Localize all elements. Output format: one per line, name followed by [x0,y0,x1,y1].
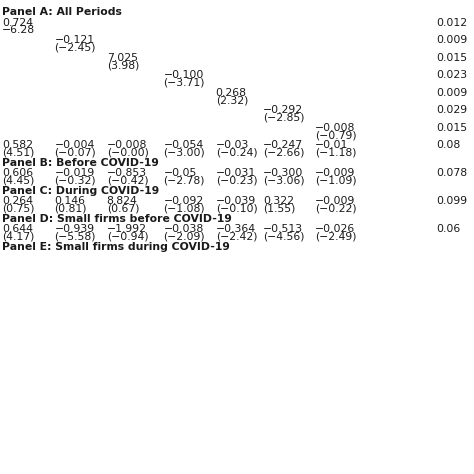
Text: −0.03: −0.03 [216,140,249,150]
Text: −0.038: −0.038 [164,224,204,234]
Text: 0.268: 0.268 [216,88,246,98]
Text: (0.67): (0.67) [107,204,139,214]
Text: (−0.10): (−0.10) [216,204,257,214]
Text: (−2.45): (−2.45) [55,43,96,53]
Text: −0.031: −0.031 [216,168,256,178]
Text: −0.292: −0.292 [263,105,303,115]
Text: (−2.78): (−2.78) [164,176,205,186]
Text: 0.582: 0.582 [2,140,33,150]
Text: (−0.24): (−0.24) [216,148,257,158]
Text: Panel B: Before COVID-19: Panel B: Before COVID-19 [2,158,159,168]
Text: (−0.22): (−0.22) [315,204,357,214]
Text: (−0.42): (−0.42) [107,176,148,186]
Text: (−4.56): (−4.56) [263,232,305,242]
Text: −0.300: −0.300 [263,168,303,178]
Text: 0.264: 0.264 [2,196,33,206]
Text: −0.009: −0.009 [315,168,356,178]
Text: (3.98): (3.98) [107,60,139,70]
Text: 7.025: 7.025 [107,53,137,63]
Text: 0.146: 0.146 [55,196,85,206]
Text: (2.32): (2.32) [216,95,248,105]
Text: (−0.23): (−0.23) [216,176,257,186]
Text: −0.513: −0.513 [263,224,303,234]
Text: (1.55): (1.55) [263,204,295,214]
Text: −0.247: −0.247 [263,140,303,150]
Text: 0.606: 0.606 [2,168,34,178]
Text: −0.026: −0.026 [315,224,356,234]
Text: (−1.08): (−1.08) [164,204,205,214]
Text: (−2.09): (−2.09) [164,232,205,242]
Text: −0.008: −0.008 [315,123,356,133]
Text: −0.100: −0.100 [164,70,204,80]
Text: 0.099: 0.099 [436,196,467,206]
Text: −1.992: −1.992 [107,224,146,234]
Text: 0.322: 0.322 [263,196,294,206]
Text: (0.81): (0.81) [55,204,87,214]
Text: (−3.00): (−3.00) [164,148,205,158]
Text: (−0.94): (−0.94) [107,232,148,242]
Text: −6.28: −6.28 [2,25,36,35]
Text: (4.45): (4.45) [2,176,35,186]
Text: −0.01: −0.01 [315,140,348,150]
Text: −0.019: −0.019 [55,168,95,178]
Text: (−1.18): (−1.18) [315,148,357,158]
Text: −0.054: −0.054 [164,140,204,150]
Text: (4.17): (4.17) [2,232,35,242]
Text: 0.06: 0.06 [436,224,460,234]
Text: −0.853: −0.853 [107,168,147,178]
Text: −0.121: −0.121 [55,35,95,45]
Text: (4.51): (4.51) [2,148,35,158]
Text: 0.009: 0.009 [436,35,467,45]
Text: (−2.85): (−2.85) [263,113,305,123]
Text: (−2.49): (−2.49) [315,232,357,242]
Text: −0.009: −0.009 [315,196,356,206]
Text: 0.644: 0.644 [2,224,33,234]
Text: 0.08: 0.08 [436,140,460,150]
Text: 0.029: 0.029 [436,105,467,115]
Text: 0.012: 0.012 [436,18,467,27]
Text: (−0.79): (−0.79) [315,130,357,140]
Text: −0.364: −0.364 [216,224,256,234]
Text: (−0.07): (−0.07) [55,148,96,158]
Text: (0.75): (0.75) [2,204,35,214]
Text: 0.023: 0.023 [436,70,467,80]
Text: 0.015: 0.015 [436,53,467,63]
Text: (−2.42): (−2.42) [216,232,257,242]
Text: 8.824: 8.824 [107,196,137,206]
Text: (−0.32): (−0.32) [55,176,96,186]
Text: 0.009: 0.009 [436,88,467,98]
Text: Panel C: During COVID-19: Panel C: During COVID-19 [2,186,160,196]
Text: (−3.06): (−3.06) [263,176,305,186]
Text: (−0.00): (−0.00) [107,148,148,158]
Text: Panel D: Small firms before COVID-19: Panel D: Small firms before COVID-19 [2,214,232,224]
Text: −0.004: −0.004 [55,140,95,150]
Text: (−5.58): (−5.58) [55,232,96,242]
Text: 0.015: 0.015 [436,123,467,133]
Text: (−2.66): (−2.66) [263,148,305,158]
Text: 0.078: 0.078 [436,168,467,178]
Text: −0.039: −0.039 [216,196,256,206]
Text: Panel A: All Periods: Panel A: All Periods [2,7,122,17]
Text: −0.05: −0.05 [164,168,197,178]
Text: 0.724: 0.724 [2,18,33,27]
Text: −0.008: −0.008 [107,140,147,150]
Text: −0.939: −0.939 [55,224,95,234]
Text: (−3.71): (−3.71) [164,78,205,88]
Text: −0.092: −0.092 [164,196,204,206]
Text: (−1.09): (−1.09) [315,176,357,186]
Text: Panel E: Small firms during COVID-19: Panel E: Small firms during COVID-19 [2,242,230,252]
